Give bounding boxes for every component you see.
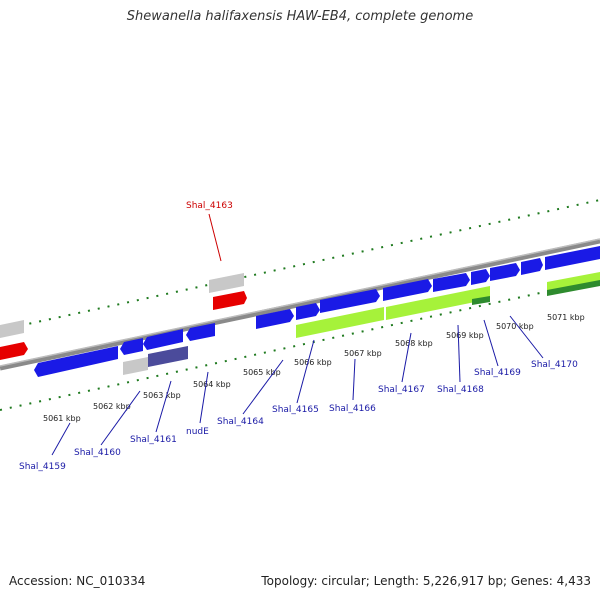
backbone-highlight bbox=[0, 238, 600, 367]
scale-label: 5067 kbp bbox=[344, 349, 382, 358]
gene-arrow bbox=[320, 289, 380, 313]
inner-tick-line bbox=[0, 279, 600, 411]
red-gene-bar-shal4163 bbox=[213, 291, 247, 310]
leader-line bbox=[483, 319, 499, 367]
grey-gene-bar bbox=[123, 357, 148, 375]
forward-genes bbox=[256, 246, 600, 329]
scale-label: 5071 kbp bbox=[547, 313, 585, 322]
genome-summary: Topology: circular; Length: 5,226,917 bp… bbox=[261, 574, 591, 588]
map-title: Shewanella halifaxensis HAW-EB4, complet… bbox=[126, 9, 474, 24]
scale-label: 5069 kbp bbox=[446, 331, 484, 340]
leader-line bbox=[242, 359, 284, 415]
gene-label: Shal_4164 bbox=[217, 417, 264, 427]
genome-backbone bbox=[0, 238, 600, 371]
rna-genes bbox=[296, 272, 600, 338]
gene-label-highlight: Shal_4163 bbox=[186, 201, 233, 211]
accession-label: Accession: NC_010334 bbox=[9, 574, 146, 588]
scale-label: 5061 kbp bbox=[43, 414, 81, 423]
gene-label: Shal_4168 bbox=[437, 385, 484, 395]
gene-arrow bbox=[256, 309, 294, 329]
gene-label: Shal_4167 bbox=[378, 385, 425, 395]
leader-line bbox=[457, 324, 461, 383]
outer-tick-track bbox=[0, 199, 600, 331]
gene-arrow bbox=[383, 279, 432, 301]
rna-gene-bar bbox=[296, 307, 384, 338]
outer-tick-line bbox=[0, 199, 600, 331]
scale-label: 5064 kbp bbox=[193, 380, 231, 389]
red-gene-bar bbox=[0, 342, 28, 360]
gene-arrow bbox=[120, 338, 143, 355]
leader-line bbox=[51, 422, 71, 456]
leader-line bbox=[352, 358, 356, 401]
gene-arrow bbox=[143, 329, 183, 350]
gene-arrow bbox=[433, 273, 470, 292]
gene-label: Shal_4161 bbox=[130, 435, 177, 445]
scale-label: 5070 kbp bbox=[496, 322, 534, 331]
gene-arrow bbox=[34, 346, 118, 377]
leader-line bbox=[155, 380, 172, 433]
gene-arrow bbox=[545, 246, 600, 270]
leader-line bbox=[509, 315, 544, 359]
gene-arrow bbox=[521, 258, 543, 275]
grey-gene-bar bbox=[0, 320, 24, 338]
rna-gene-bar-dark bbox=[547, 280, 600, 296]
backbone-line bbox=[0, 238, 600, 371]
scale-labels: 5061 kbp 5062 kbp 5063 kbp 5064 kbp 5065… bbox=[43, 313, 585, 423]
leader-line bbox=[296, 339, 315, 404]
gene-arrow bbox=[471, 269, 490, 285]
gene-arrow bbox=[186, 323, 215, 341]
scale-label: 5068 kbp bbox=[395, 339, 433, 348]
gene-label: Shal_4170 bbox=[531, 360, 578, 370]
scale-label: 5066 kbp bbox=[294, 358, 332, 367]
gene-label-leaders bbox=[51, 213, 544, 456]
gene-label: Shal_4169 bbox=[474, 368, 521, 378]
reverse-genes bbox=[34, 323, 215, 377]
rna-gene-bar bbox=[386, 286, 490, 320]
gene-label: Shal_4166 bbox=[329, 404, 376, 414]
leader-line bbox=[401, 332, 412, 383]
gene-label: Shal_4160 bbox=[74, 448, 121, 458]
leader-line-red bbox=[208, 213, 222, 262]
gene-label: nudE bbox=[186, 427, 209, 437]
gene-label: Shal_4165 bbox=[272, 405, 319, 415]
grey-gene-bar bbox=[209, 273, 244, 293]
gene-arrow bbox=[296, 303, 320, 320]
rna-gene-bar-dark bbox=[472, 296, 490, 305]
scale-label: 5065 kbp bbox=[243, 368, 281, 377]
inner-tick-track bbox=[0, 279, 600, 411]
leader-line bbox=[199, 371, 209, 424]
purple-gene-bar bbox=[148, 346, 188, 367]
misc-genes bbox=[0, 273, 247, 375]
scale-label: 5062 kbp bbox=[93, 402, 131, 411]
gene-arrow bbox=[490, 263, 520, 281]
gene-label: Shal_4159 bbox=[19, 462, 66, 472]
scale-label: 5063 kbp bbox=[143, 391, 181, 400]
leader-line bbox=[100, 390, 141, 446]
gene-labels: Shal_4159 Shal_4160 Shal_4161 nudE Shal_… bbox=[19, 201, 578, 472]
